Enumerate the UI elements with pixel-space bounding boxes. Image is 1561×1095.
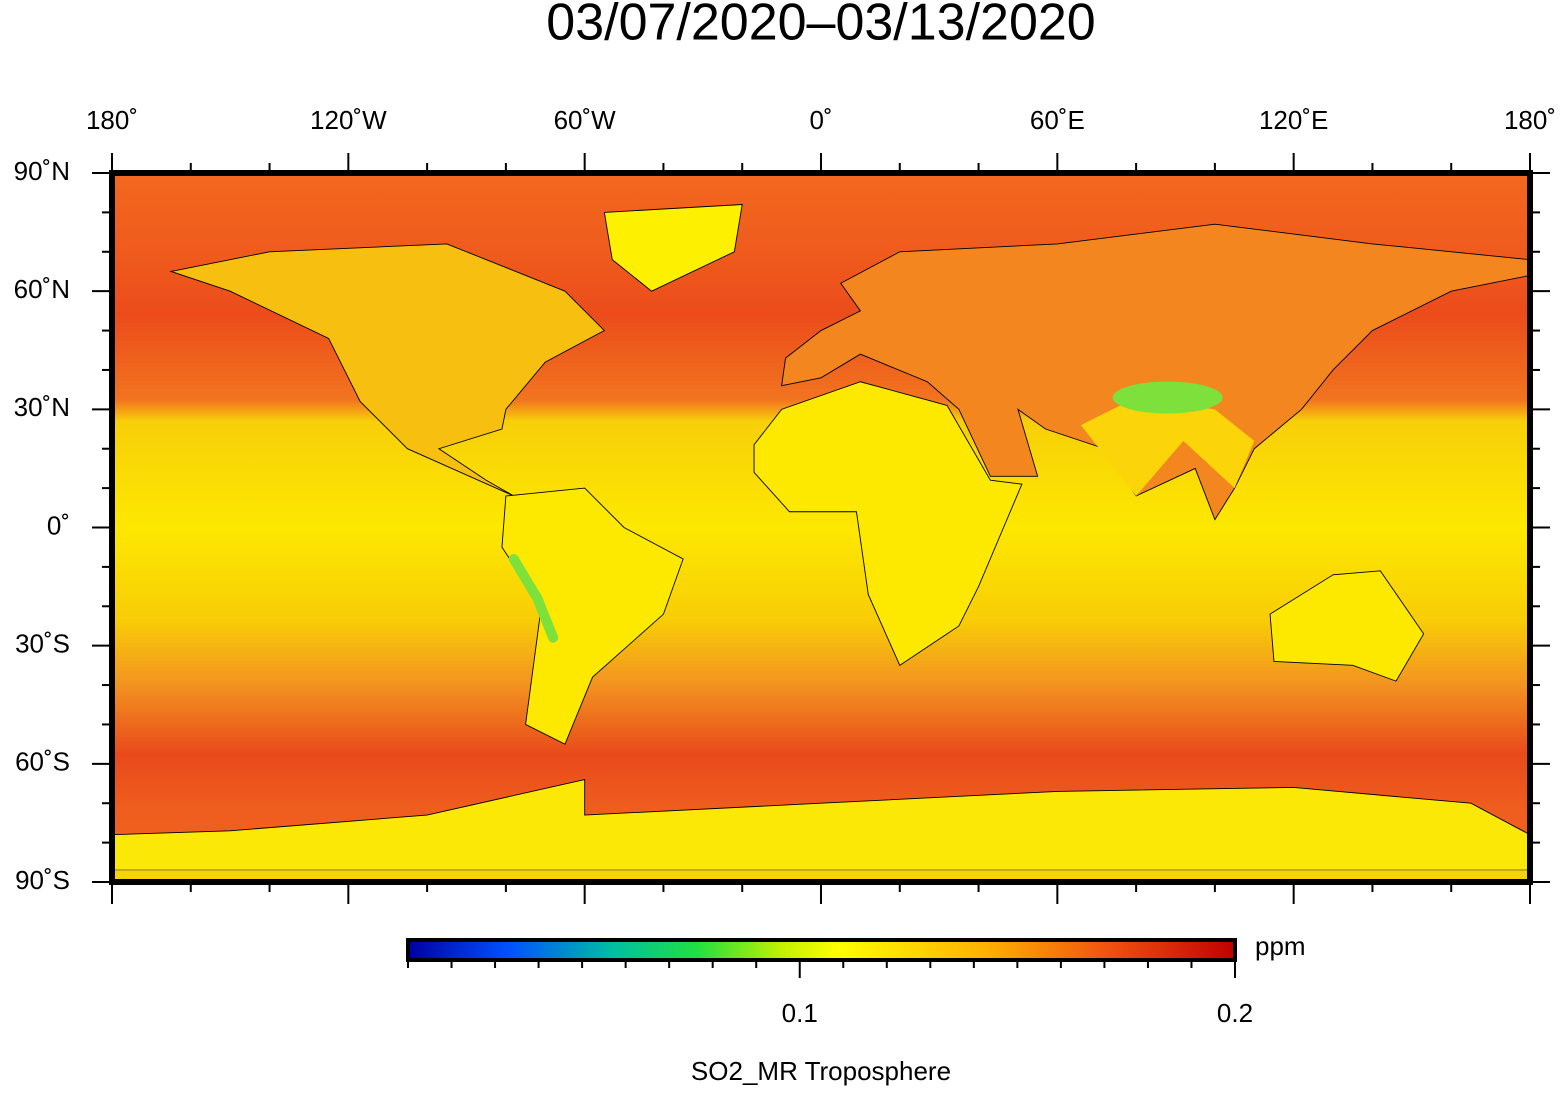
antarctica	[112, 779, 1530, 871]
australia	[1269, 570, 1425, 682]
title: 03/07/2020–03/13/2020	[546, 0, 1095, 52]
lat-label: 30˚N	[14, 392, 70, 422]
lat-label: 90˚N	[14, 156, 70, 186]
lat-label: 60˚S	[15, 747, 70, 777]
lon-label: 180˚	[1504, 105, 1556, 135]
greenland	[603, 204, 743, 292]
colorbar-tick-label: 0.1	[782, 998, 818, 1028]
lat-label: 90˚S	[15, 865, 70, 895]
polar-strip	[112, 870, 1530, 882]
lon-label: 120˚E	[1259, 105, 1328, 135]
north-america	[169, 243, 606, 497]
lon-label: 60˚W	[554, 105, 617, 135]
lat-label: 0˚	[47, 510, 70, 540]
eurasia	[781, 223, 1530, 521]
africa	[753, 381, 1023, 667]
lon-label: 0˚	[809, 105, 832, 135]
map-area	[112, 173, 1530, 882]
colorbar-label: SO2_MR Troposphere	[691, 1056, 951, 1086]
south-asia	[1080, 397, 1255, 496]
colorbar	[406, 938, 1237, 962]
colorbar-unit: ppm	[1255, 931, 1306, 961]
lat-label: 60˚N	[14, 274, 70, 304]
lon-label: 180˚	[86, 105, 138, 135]
colorbar-tick-label: 0.2	[1217, 998, 1253, 1028]
andes-low	[508, 554, 559, 643]
tibet-low	[1112, 381, 1223, 414]
lat-label: 30˚S	[15, 629, 70, 659]
lon-label: 60˚E	[1030, 105, 1085, 135]
lon-label: 120˚W	[310, 105, 387, 135]
